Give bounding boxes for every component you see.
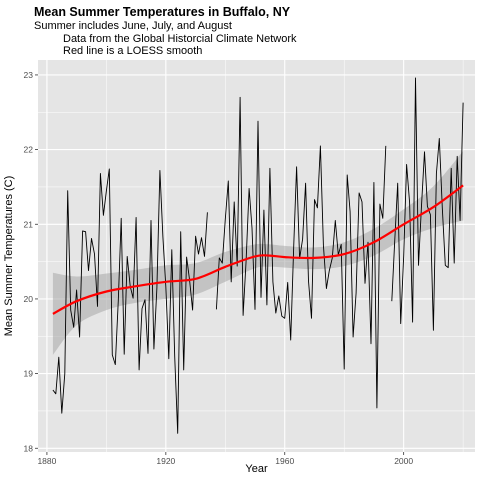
x-tick-label: 1920 [156, 456, 175, 466]
title-block: Mean Summer Temperatures in Buffalo, NY … [34, 4, 474, 58]
y-tick-label: 20 [24, 294, 34, 304]
chart-subtitle-line-2: Data from the Global Historcial Climate … [63, 32, 297, 45]
x-axis-title: Year [245, 463, 268, 475]
y-tick-label: 21 [24, 219, 34, 229]
x-tick-label: 1880 [37, 456, 56, 466]
x-tick-label: 1960 [275, 456, 294, 466]
x-tick-label: 2000 [394, 456, 413, 466]
chart-subtitle-line-3: Red line is a LOESS smooth [63, 45, 203, 57]
y-tick-label: 19 [24, 369, 34, 379]
x-axis-ticks: 1880 1920 1960 2000 [37, 452, 413, 466]
y-axis-title: Mean Summer Temperatures (C) [3, 176, 15, 337]
confidence-ribbon [52, 151, 464, 355]
y-tick-label: 22 [24, 145, 34, 155]
y-tick-label: 23 [24, 70, 34, 80]
chart-subtitle-line-1: Summer includes June, July, and August [34, 20, 232, 32]
chart-title: Mean Summer Temperatures in Buffalo, NY [34, 5, 291, 19]
loess-smooth-line [52, 184, 464, 315]
y-tick-label: 18 [24, 443, 34, 453]
y-axis-ticks: 18 19 20 21 22 23 [24, 70, 38, 453]
